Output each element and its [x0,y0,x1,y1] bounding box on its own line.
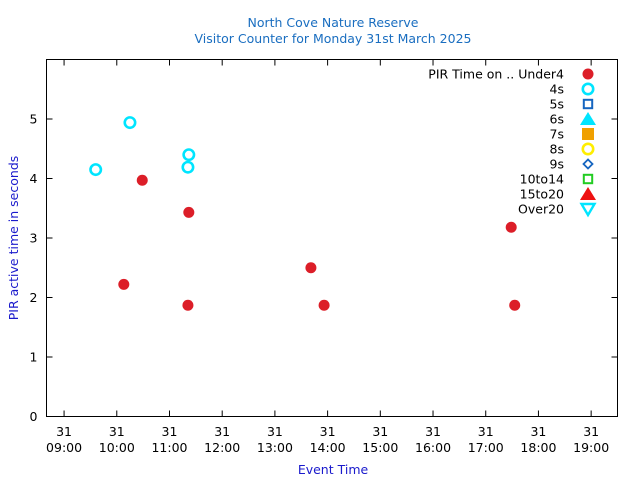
data-point [181,160,195,174]
data-point [136,174,148,186]
legend-label: 6s [550,112,564,127]
x-tick-label-time: 10:00 [99,440,135,455]
y-tick-label: 1 [30,350,38,365]
x-tick-label-day: 31 [267,424,283,439]
data-point [89,163,103,177]
x-axis-title: Event Time [298,462,369,477]
x-tick-label-time: 19:00 [573,440,609,455]
x-tick-label-time: 12:00 [204,440,240,455]
legend-label: PIR Time on .. Under4 [428,67,564,82]
x-tick-label-day: 31 [162,424,178,439]
data-point [505,221,517,233]
legend-label: 5s [550,97,564,112]
y-tick-label: 2 [30,290,38,305]
x-tick-label-day: 31 [109,424,125,439]
legend-label: Over20 [518,202,564,217]
y-tick-label: 0 [30,409,38,424]
legend-marker [581,82,595,96]
x-tick-label-time: 13:00 [257,440,293,455]
legend-marker [582,173,594,185]
x-tick-label-day: 31 [372,424,388,439]
y-tick-label: 3 [30,231,38,246]
chart-subtitle: Visitor Counter for Monday 31st March 20… [195,31,472,46]
y-tick-label: 5 [30,112,38,127]
y-axis: 0 1 2 3 4 5 [30,112,618,424]
x-tick-label-time: 16:00 [415,440,451,455]
legend-marker [582,98,594,110]
legend-marker [579,202,597,218]
data-points [89,116,521,311]
data-point [318,299,330,311]
data-point [118,278,130,290]
legend-label: 7s [550,127,564,142]
x-tick-label-time: 09:00 [46,440,82,455]
legend: PIR Time on .. Under44s5s6s7s8s9s10to141… [428,67,597,218]
x-tick-label-time: 11:00 [151,440,187,455]
x-tick-label-time: 15:00 [362,440,398,455]
x-tick-label-day: 31 [320,424,336,439]
chart-title: North Cove Nature Reserve [248,15,419,30]
legend-label: 4s [550,82,564,97]
legend-marker [580,112,596,125]
x-tick-label-time: 17:00 [468,440,504,455]
data-point [183,206,195,218]
legend-marker [580,187,596,200]
x-axis: 3109:003110:003111:003112:003113:003114:… [46,59,609,455]
x-tick-label-day: 31 [425,424,441,439]
legend-label: 8s [550,142,564,157]
data-point [123,116,137,130]
legend-label: 10to14 [520,172,564,187]
data-point [182,299,194,311]
legend-marker [582,128,594,140]
x-tick-label-day: 31 [530,424,546,439]
x-tick-label-day: 31 [583,424,599,439]
data-point [509,299,521,311]
x-tick-label-time: 18:00 [520,440,556,455]
legend-marker [582,158,594,170]
y-axis-title: PIR active time in seconds [6,156,21,321]
x-tick-label-day: 31 [478,424,494,439]
legend-label: 9s [550,157,564,172]
x-tick-label-day: 31 [214,424,230,439]
plot-frame [46,59,618,417]
y-tick-label: 4 [30,171,38,186]
x-tick-label-time: 14:00 [310,440,346,455]
data-point [305,262,317,274]
legend-marker [582,68,594,80]
data-point [182,148,196,162]
legend-marker [581,142,595,156]
x-tick-label-day: 31 [56,424,72,439]
legend-label: 15to20 [520,187,564,202]
